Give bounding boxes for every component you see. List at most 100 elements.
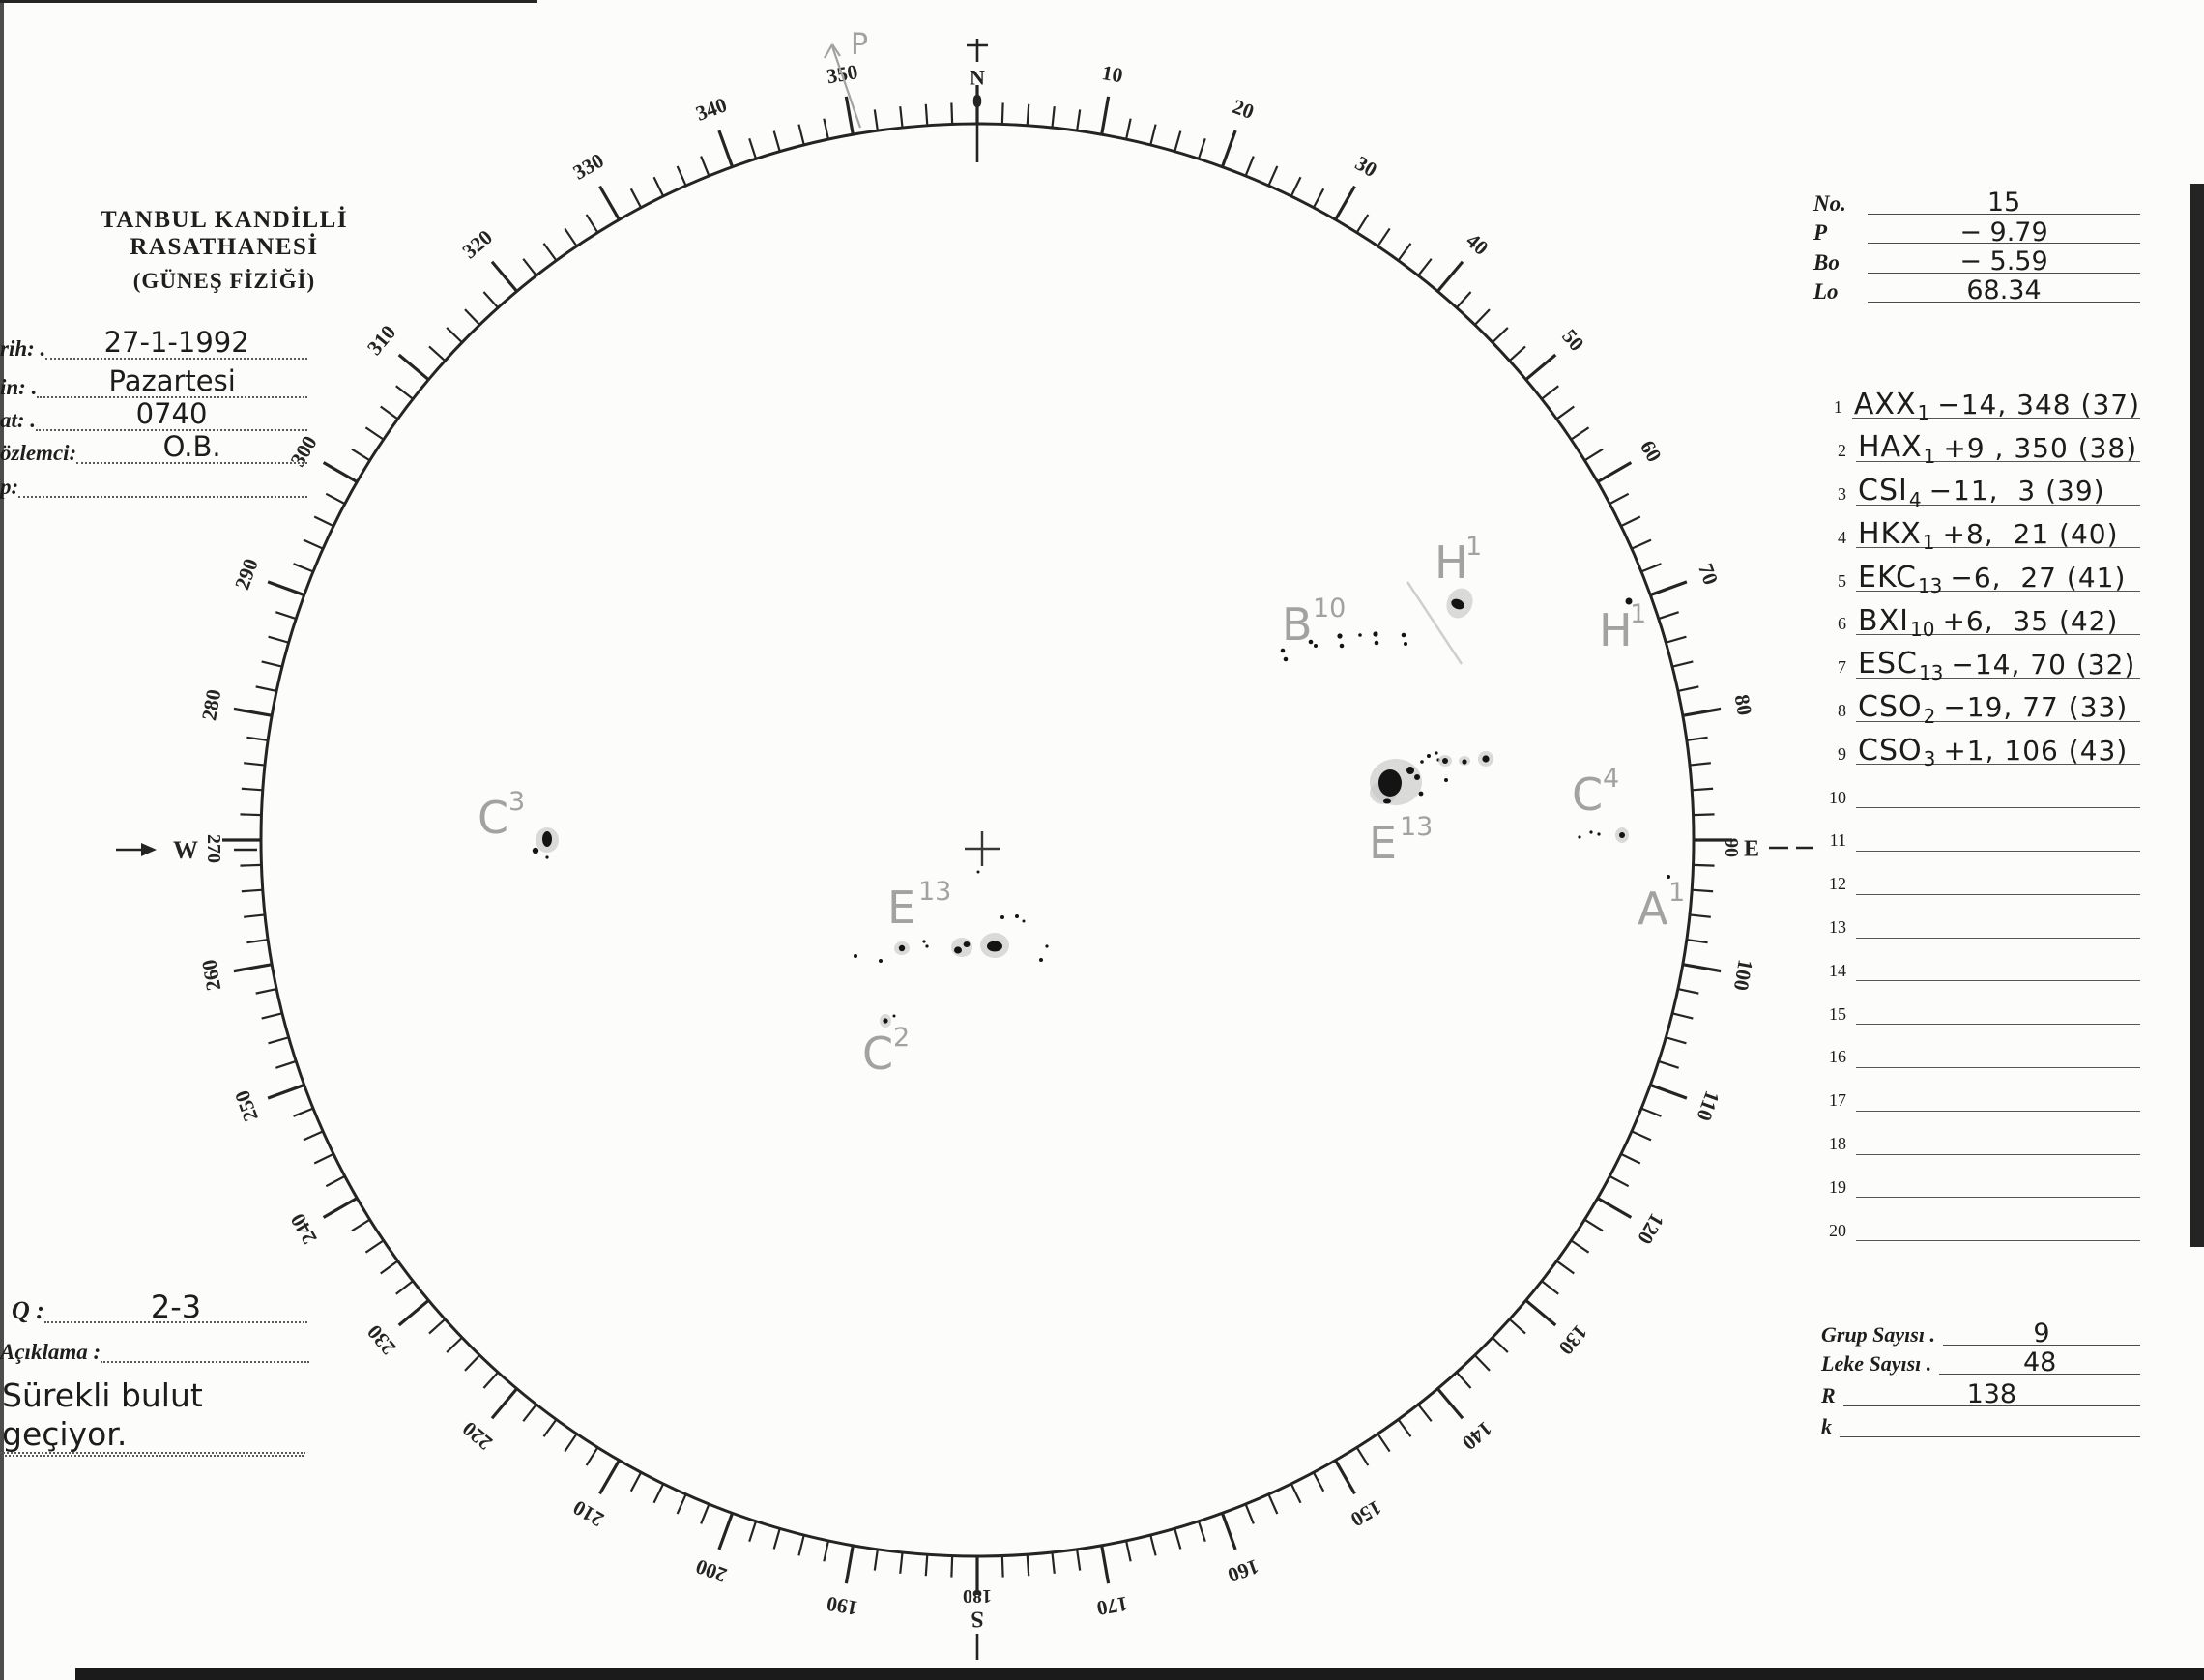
group-pencil-sublabel: 1 (1630, 599, 1646, 629)
field-value (18, 495, 307, 498)
group-code: CSO (1858, 690, 1923, 725)
spot-dot (879, 959, 883, 963)
scan-edge-right (2190, 184, 2204, 1247)
group-pencil-sublabel: 1 (1465, 532, 1482, 562)
spot-umbra (1414, 774, 1420, 780)
group-list-row: 7 ESC 13 −14, 70 (32) (1817, 635, 2140, 682)
degree-label: 170 (1095, 1592, 1130, 1620)
totals-label: Grup Sayısı . (1821, 1322, 1935, 1347)
scan-edge-top (0, 0, 537, 3)
row-number: 4 (1838, 527, 1846, 547)
seeing-quality-row: Q : 2-3 (0, 1289, 307, 1323)
south-label: S (971, 1607, 983, 1632)
totals-value: 9 (1942, 1321, 2140, 1347)
degree-label: 340 (693, 93, 731, 126)
row-number: 12 (1829, 874, 1846, 894)
field-label: özlemci: (0, 441, 77, 465)
degree-label: 60 (1636, 436, 1667, 466)
spot-dot (1435, 751, 1438, 755)
row-entry: CSO 2 −19, 77 (33) (1856, 677, 2140, 726)
degree-label: 80 (1730, 693, 1756, 717)
group-list-row: 15 (1817, 981, 2140, 1026)
row-number: 15 (1829, 1003, 1846, 1024)
spot-umbra (954, 946, 962, 954)
group-list-row: 10 (1817, 765, 2140, 809)
spot-dot (1373, 631, 1378, 637)
row-entry (1856, 850, 2140, 895)
group-pencil-sublabel: 13 (1400, 812, 1433, 842)
observatory-subtitle: (GÜNEŞ FİZİĞİ) (132, 269, 316, 293)
spot-dot (1308, 639, 1314, 645)
spot-dot (1404, 642, 1407, 646)
field-label: rih: . (0, 336, 46, 361)
spot-dot (1625, 597, 1633, 605)
spot-dot (854, 954, 857, 958)
spot-umbra (1619, 832, 1625, 838)
spot-dot (1000, 915, 1004, 919)
p-arrow-label: P (851, 28, 868, 62)
row-number: 16 (1829, 1047, 1846, 1067)
group-pencil-label: C (478, 792, 508, 844)
group-pencil-sublabel: 10 (1313, 594, 1346, 623)
totals-value (1840, 1436, 2140, 1437)
row-entry (1856, 806, 2140, 852)
group-list-row: 13 (1817, 895, 2140, 939)
spot-dot (1039, 958, 1043, 962)
sunspot-group-H1-east-limb: H1 (1599, 597, 1646, 656)
totals-label: k (1821, 1414, 1832, 1438)
group-pencil-label: E (887, 882, 915, 934)
ephemeris-label: Bo (1813, 249, 1840, 275)
group-list-row: 17 (1817, 1068, 2140, 1112)
spot-dot (1597, 832, 1601, 836)
totals-row: Leke Sayısı . 48 (1821, 1345, 2140, 1376)
group-subscript: 10 (1909, 618, 1935, 641)
row-entry: CSI 4 −11, 3 (39) (1856, 460, 2140, 509)
degree-label: 230 (362, 1320, 400, 1359)
group-pencil-label: H (1599, 604, 1633, 656)
group-pencil-label: H (1435, 536, 1468, 589)
observation-field-row: at: . 0740 (0, 398, 307, 431)
spot-dot (1444, 778, 1448, 782)
aciklama-label: Açıklama : (0, 1340, 102, 1364)
sunspot-group-H1-north: H1 (1406, 532, 1482, 665)
disk-center-cross (965, 831, 1000, 866)
spot-umbra (898, 944, 906, 952)
scan-edge-bottom (75, 1668, 2204, 1680)
row-entry: AXX 1 −14, 348 (37) (1851, 373, 2140, 424)
ephemeris-row: Bo − 5.59 (1813, 245, 2140, 275)
spot-dot (1427, 754, 1431, 758)
group-list-row: 1 AXX 1 −14, 348 (37) (1817, 373, 2140, 424)
spot-dot (1589, 830, 1593, 834)
field-value: Pazartesi (37, 367, 307, 398)
group-subscript: 1 (1917, 401, 1930, 424)
row-number: 14 (1829, 960, 1846, 980)
observatory-title: TANBUL KANDİLLİ RASATHANESİ (100, 207, 349, 260)
spot-dot (1015, 914, 1019, 918)
spot-umbra (963, 941, 971, 947)
group-list-row: 8 CSO 2 −19, 77 (33) (1817, 677, 2140, 726)
spot-umbra (1442, 758, 1448, 764)
row-number: 13 (1829, 917, 1846, 937)
pencil-streak (1406, 581, 1464, 665)
totals-row: R 138 (1821, 1376, 2140, 1407)
group-code: HAX (1858, 430, 1923, 465)
spot-dot (1339, 643, 1345, 649)
degree-label: 310 (362, 321, 400, 360)
degree-label: 140 (1458, 1417, 1496, 1455)
group-pencil-sublabel: 3 (508, 787, 525, 817)
degree-label: 40 (1462, 229, 1493, 260)
group-list-row: 18 (1817, 1112, 2140, 1155)
totals-label: Leke Sayısı . (1821, 1351, 1932, 1376)
sunspot-group-E13-east: E 13 (1369, 751, 1494, 869)
group-list-row: 3 CSI 4 −11, 3 (39) (1817, 460, 2140, 509)
row-number: 17 (1829, 1090, 1846, 1111)
group-pencil-sublabel: 13 (918, 877, 951, 907)
group-list-row: 9 CSO 3 +1, 106 (43) (1817, 721, 2140, 768)
group-code: EKC (1858, 560, 1917, 594)
group-list-row: 11 (1817, 808, 2140, 852)
row-number: 3 (1838, 484, 1846, 504)
row-entry: EKC 13 −6, 27 (41) (1856, 546, 2140, 595)
